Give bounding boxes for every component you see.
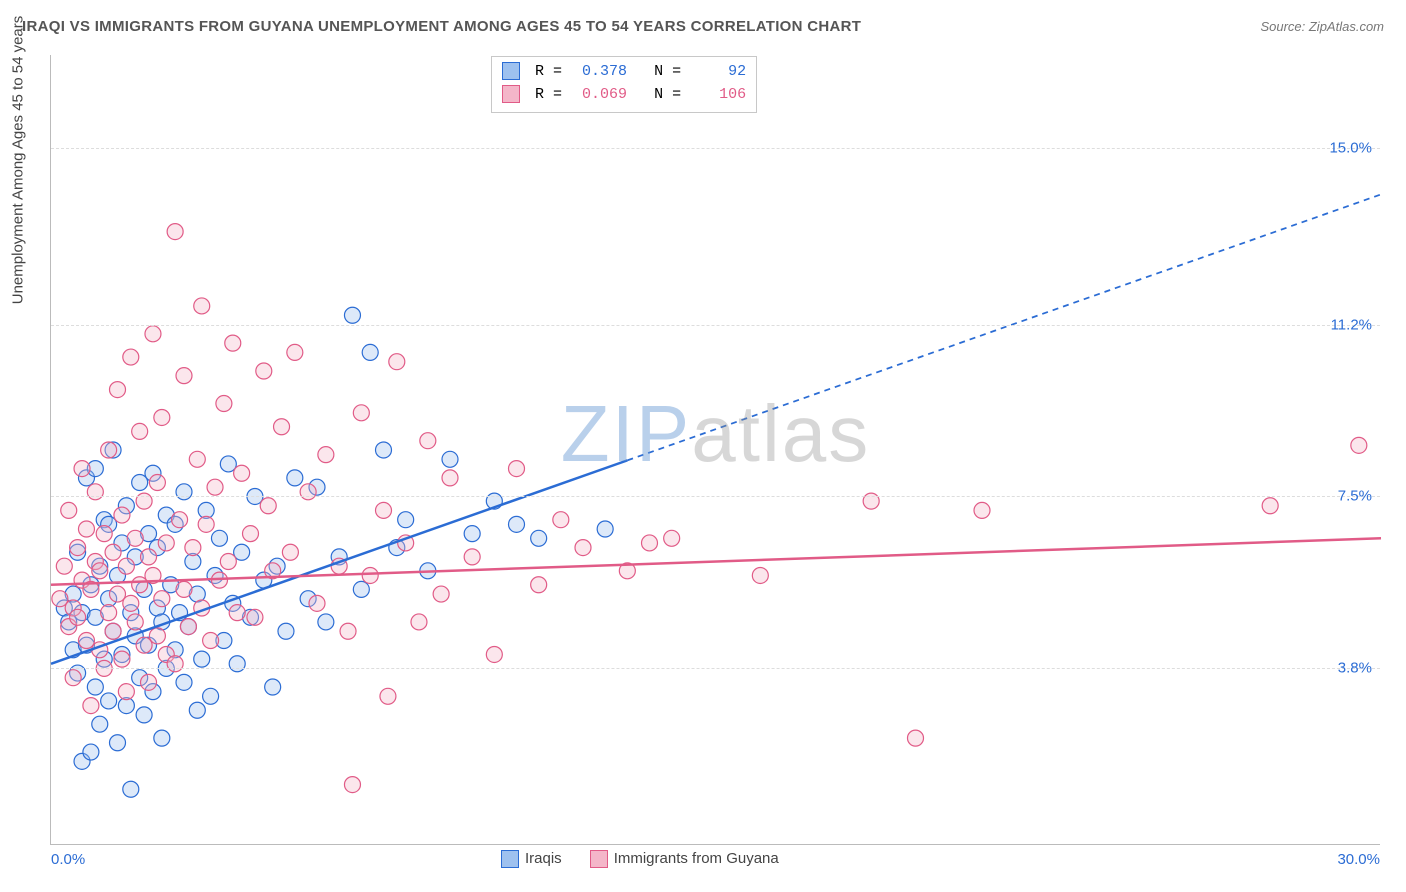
swatch-iraqis: [502, 62, 520, 80]
legend: Iraqis Immigrants from Guyana: [501, 850, 779, 868]
legend-label-iraqis: Iraqis: [525, 850, 562, 867]
stats-row-guyana: R = 0.069 N = 106: [502, 84, 746, 107]
swatch-guyana: [502, 85, 520, 103]
stats-R-guyana: 0.069: [571, 84, 627, 107]
stats-R-label: R =: [535, 63, 562, 80]
chart-title: IRAQI VS IMMIGRANTS FROM GUYANA UNEMPLOY…: [22, 18, 861, 35]
y-axis-title: Unemployment Among Ages 45 to 54 years: [10, 16, 27, 305]
source-attribution: Source: ZipAtlas.com: [1260, 19, 1384, 34]
scatter-svg: [51, 55, 1381, 845]
stats-row-iraqis: R = 0.378 N = 92: [502, 61, 746, 84]
correlation-stats-box: R = 0.378 N = 92 R = 0.069 N = 106: [491, 56, 757, 113]
legend-swatch-guyana: [590, 850, 608, 868]
plot-area: ZIPatlas R = 0.378 N = 92 R = 0.069 N = …: [50, 55, 1380, 845]
y-tick-label: 7.5%: [1338, 488, 1372, 505]
legend-item-iraqis: Iraqis: [501, 850, 562, 868]
x-axis-min-label: 0.0%: [51, 851, 85, 868]
stats-R-iraqis: 0.378: [571, 61, 627, 84]
legend-label-guyana: Immigrants from Guyana: [614, 850, 779, 867]
legend-item-guyana: Immigrants from Guyana: [590, 850, 779, 868]
y-tick-label: 15.0%: [1329, 139, 1372, 156]
stats-N-iraqis: 92: [690, 61, 746, 84]
x-axis-max-label: 30.0%: [1337, 851, 1380, 868]
stats-N-label: N =: [654, 63, 681, 80]
stats-N-label: N =: [654, 86, 681, 103]
title-bar: IRAQI VS IMMIGRANTS FROM GUYANA UNEMPLOY…: [22, 18, 1384, 35]
legend-swatch-iraqis: [501, 850, 519, 868]
y-tick-label: 11.2%: [1331, 316, 1372, 333]
y-tick-label: 3.8%: [1338, 660, 1372, 677]
stats-N-guyana: 106: [690, 84, 746, 107]
stats-R-label: R =: [535, 86, 562, 103]
